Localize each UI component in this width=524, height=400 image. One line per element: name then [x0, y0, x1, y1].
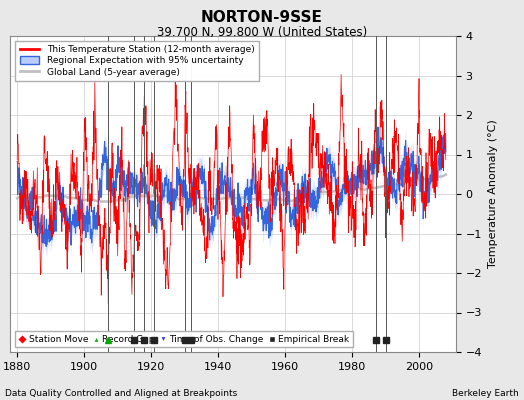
Text: Berkeley Earth: Berkeley Earth — [452, 389, 519, 398]
Y-axis label: Temperature Anomaly (°C): Temperature Anomaly (°C) — [488, 120, 498, 268]
Text: NORTON-9SSE: NORTON-9SSE — [201, 10, 323, 25]
Text: Data Quality Controlled and Aligned at Breakpoints: Data Quality Controlled and Aligned at B… — [5, 389, 237, 398]
Text: 39.700 N, 99.800 W (United States): 39.700 N, 99.800 W (United States) — [157, 26, 367, 39]
Legend: Station Move, Record Gap, Time of Obs. Change, Empirical Break: Station Move, Record Gap, Time of Obs. C… — [15, 331, 353, 348]
